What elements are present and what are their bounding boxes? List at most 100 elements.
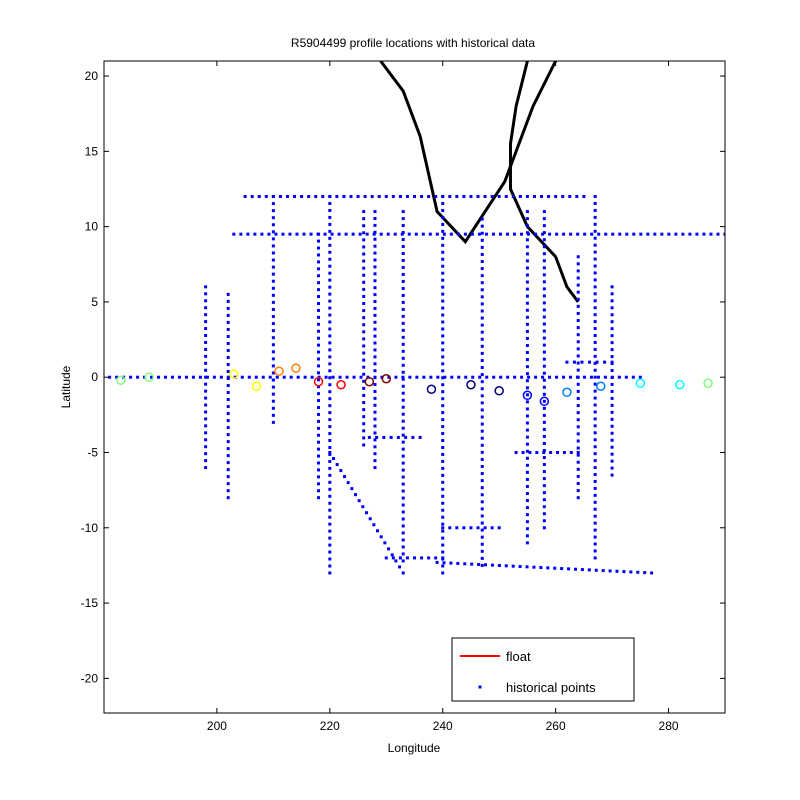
historical-point [542,252,546,256]
historical-point [401,489,405,493]
historical-point [309,232,313,236]
historical-point [370,195,374,199]
historical-point [441,452,445,456]
historical-point [525,527,529,531]
historical-point [271,244,275,248]
historical-point [115,375,119,379]
historical-point [576,354,580,358]
historical-point [373,244,377,248]
historical-point [484,232,488,236]
historical-point [535,451,539,455]
historical-point [441,327,445,331]
historical-point [204,389,208,393]
historical-point [281,232,285,236]
historical-point [401,377,405,381]
historical-points-layer [108,195,725,575]
historical-point [480,500,484,504]
historical-point [480,316,484,320]
historical-point [401,286,405,290]
historical-point [386,232,390,236]
x-tick-label: 200 [207,719,227,733]
historical-point [469,526,473,530]
historical-point [328,445,332,449]
historical-point [362,401,366,405]
historical-point [471,375,475,379]
historical-point [511,195,515,199]
historical-point [441,390,445,394]
historical-point [593,396,597,400]
historical-point [339,469,343,473]
historical-point [441,522,445,526]
historical-point [253,232,257,236]
historical-point [401,307,405,311]
historical-point [358,232,362,236]
historical-point [226,461,230,465]
historical-point [576,297,580,301]
historical-point [401,426,405,430]
historical-point [650,571,654,575]
historical-point [226,440,230,444]
historical-point [271,378,275,382]
legend-float-label: float [506,649,531,664]
historical-point [576,432,580,436]
historical-point [441,195,445,199]
historical-point [593,473,597,477]
historical-point [170,375,174,379]
historical-point [271,202,275,206]
historical-point [317,329,321,333]
historical-point [362,316,366,320]
historical-point [576,389,580,393]
historical-point [394,375,398,379]
historical-point [576,451,580,455]
historical-point [441,439,445,443]
historical-point [328,229,332,233]
historical-point [434,195,438,199]
historical-point [610,292,614,296]
historical-point [449,561,453,565]
historical-point [136,375,140,379]
historical-point [435,232,439,236]
historical-point [271,265,275,269]
float-profile-point [635,378,646,388]
historical-point [401,224,405,228]
historical-point [328,452,332,456]
historical-point [271,336,275,340]
historical-point [373,313,377,317]
historical-point [373,300,377,304]
historical-point [260,232,264,236]
historical-point [462,526,466,530]
historical-point [271,385,275,389]
historical-point [328,473,332,477]
historical-point [373,258,377,262]
historical-point [576,361,580,365]
historical-point [328,487,332,491]
x-tick-label: 220 [320,719,340,733]
historical-point [603,375,607,379]
historical-point [513,232,517,236]
historical-point [331,375,335,379]
historical-point [464,375,468,379]
historical-point [632,232,636,236]
historical-point [525,520,529,524]
historical-point [542,441,546,445]
historical-point [593,354,597,358]
historical-point [610,375,614,379]
historical-point [335,195,339,199]
historical-point [576,283,580,287]
historical-point [542,315,546,319]
historical-point [226,412,230,416]
historical-point [441,222,445,226]
historical-point [389,435,393,439]
historical-point [554,195,558,199]
historical-point [480,408,484,412]
historical-point [506,375,510,379]
historical-point [398,565,402,569]
historical-point [382,435,386,439]
historical-point [317,454,321,458]
historical-point [576,396,580,400]
historical-point [480,556,484,560]
historical-point [204,410,208,414]
legend: float historical points [451,637,635,702]
historical-point [328,369,332,373]
